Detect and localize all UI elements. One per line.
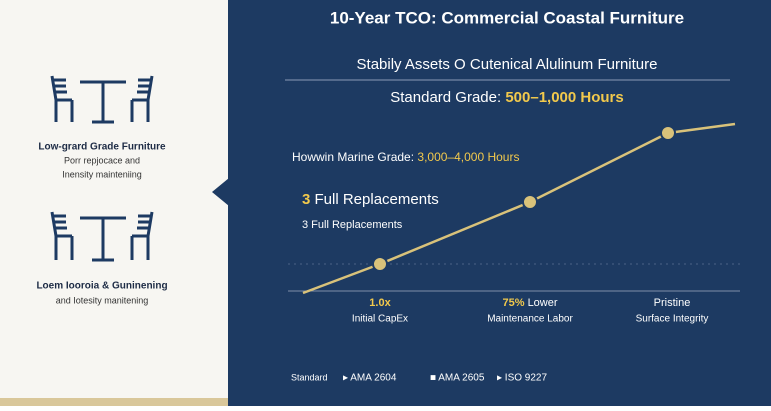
subtitle: Stabily Assets O Cutenical Alulinum Furn… <box>357 56 658 73</box>
replacements-small: 3 Full Replacements <box>302 219 403 231</box>
markers <box>372 125 676 272</box>
furniture-icon <box>50 211 154 262</box>
value: 500–1,000 Hours <box>505 89 623 106</box>
marker <box>660 125 676 141</box>
footer-item: Standard <box>291 372 328 382</box>
bottom-strip <box>0 398 228 406</box>
label-text: Surface Integrity <box>636 314 709 325</box>
furniture-icon <box>50 75 154 124</box>
value: 3,000–4,000 Hours <box>417 150 519 164</box>
marine-grade: Howwin Marine Grade: 3,000–4,000 Hours <box>292 150 519 164</box>
title: 10-Year TCO: Commercial Coastal Furnitur… <box>330 8 684 27</box>
item-text: Porr repjocace and <box>64 155 140 165</box>
footer-item: ■ AMA 2605 <box>430 373 485 384</box>
item-text: Inensity mainteniing <box>62 169 142 179</box>
label-highlight: 1.0x <box>369 297 391 309</box>
item-title: Loem Iooroia & Guninening <box>36 281 167 292</box>
marker <box>372 256 388 272</box>
label-text: Initial CapEx <box>352 314 408 325</box>
standard-grade: Standard Grade: 500–1,000 Hours <box>390 89 624 106</box>
highlight: 75% <box>502 297 524 309</box>
label: Howwin Marine Grade: <box>292 150 414 164</box>
label-text: Maintenance Labor <box>487 314 573 325</box>
main-panel <box>228 0 771 406</box>
label: Standard Grade: <box>390 89 501 106</box>
label-highlight: Pristine <box>654 297 691 309</box>
item-title: Low-grard Grade Furniture <box>38 142 166 153</box>
rest: Lower <box>528 297 558 309</box>
footer-item: ▸ ISO 9227 <box>497 373 547 384</box>
pointer <box>212 178 229 206</box>
item-text: and Iotesity manitening <box>56 295 149 305</box>
replacements: 3 Full Replacements <box>302 191 439 208</box>
number: 3 <box>302 191 310 208</box>
footer-item: ▸ AMA 2604 <box>343 373 397 384</box>
marker <box>522 194 538 210</box>
label-highlight: 75% Lower <box>502 297 557 309</box>
text: Full Replacements <box>315 191 439 208</box>
